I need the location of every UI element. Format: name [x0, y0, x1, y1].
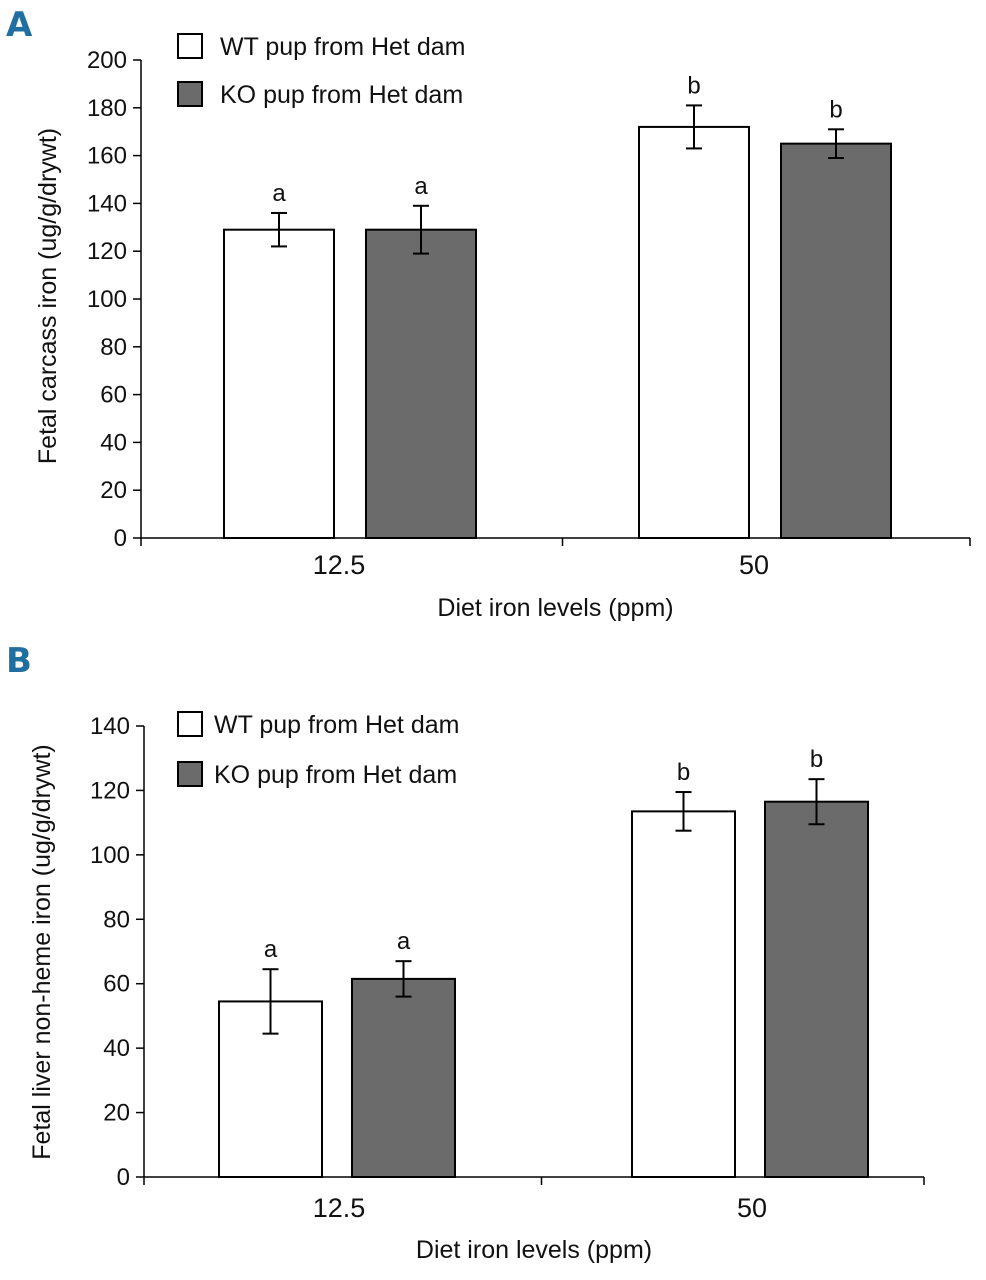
- significance-label: a: [264, 936, 278, 963]
- y-tick-label: 0: [114, 525, 127, 552]
- y-tick-label: 200: [87, 47, 127, 74]
- significance-label: a: [414, 173, 428, 200]
- panel-b: B 0 20 40 60 80 100 120 140 12.5 50 Diet iron level…: [6, 641, 925, 1264]
- y-tick-label: 80: [103, 906, 130, 933]
- y-tick-label: 0: [117, 1164, 130, 1191]
- legend-swatch: [177, 81, 203, 107]
- wt-bar: [223, 228, 335, 539]
- ko-bar: [351, 977, 456, 1178]
- wt-bar: [638, 125, 750, 539]
- significance-label: a: [272, 180, 286, 207]
- y-tick-label: 160: [87, 143, 127, 170]
- legend-swatch: [177, 33, 203, 59]
- y-tick-label: 100: [87, 286, 127, 313]
- y-tick-label: 100: [90, 842, 130, 869]
- legend-swatch: [177, 761, 203, 787]
- x-category-label: 12.5: [313, 550, 366, 580]
- y-tick-label: 80: [100, 334, 127, 361]
- significance-label: b: [677, 759, 690, 786]
- significance-label: b: [810, 746, 823, 773]
- y-axis-title: Fetal liver non-heme iron (ug/g/drywt): [28, 744, 56, 1159]
- y-tick-label: 180: [87, 95, 127, 122]
- significance-label: b: [829, 96, 842, 123]
- x-axis-title: Diet iron levels (ppm): [437, 594, 673, 622]
- y-tick-label: 40: [103, 1035, 130, 1062]
- panel-a: A 0 20 40 60 80 100 120 140 160 180 200 12.5 50 Diet i…: [6, 5, 971, 622]
- y-axis-title: Fetal carcass iron (ug/g/drywt): [34, 128, 62, 464]
- x-category-label: 50: [739, 550, 769, 580]
- legend-label: KO pup from Het dam: [220, 81, 463, 109]
- x-category-label: 50: [737, 1193, 767, 1223]
- y-tick-label: 40: [100, 429, 127, 456]
- legend-label: WT pup from Het dam: [214, 711, 459, 739]
- ko-bar: [365, 228, 477, 539]
- x-axis-title: Diet iron levels (ppm): [416, 1236, 652, 1264]
- panel-letter: B: [6, 641, 32, 681]
- legend-swatch: [177, 711, 203, 737]
- y-tick-label: 120: [87, 238, 127, 265]
- y-tick-label: 20: [100, 477, 127, 504]
- y-tick-label: 140: [87, 190, 127, 217]
- ko-bar: [780, 142, 892, 539]
- y-tick-label: 140: [90, 713, 130, 740]
- x-category-label: 12.5: [313, 1193, 366, 1223]
- y-tick-label: 120: [90, 777, 130, 804]
- y-tick-label: 60: [100, 382, 127, 409]
- significance-label: b: [687, 72, 700, 99]
- significance-label: a: [397, 928, 411, 955]
- y-tick-label: 60: [103, 971, 130, 998]
- ko-bar: [764, 800, 869, 1178]
- legend-label: WT pup from Het dam: [220, 33, 465, 61]
- y-tick-label: 20: [103, 1100, 130, 1127]
- panel-letter: A: [6, 5, 33, 45]
- wt-bar: [631, 810, 736, 1178]
- legend-label: KO pup from Het dam: [214, 761, 457, 789]
